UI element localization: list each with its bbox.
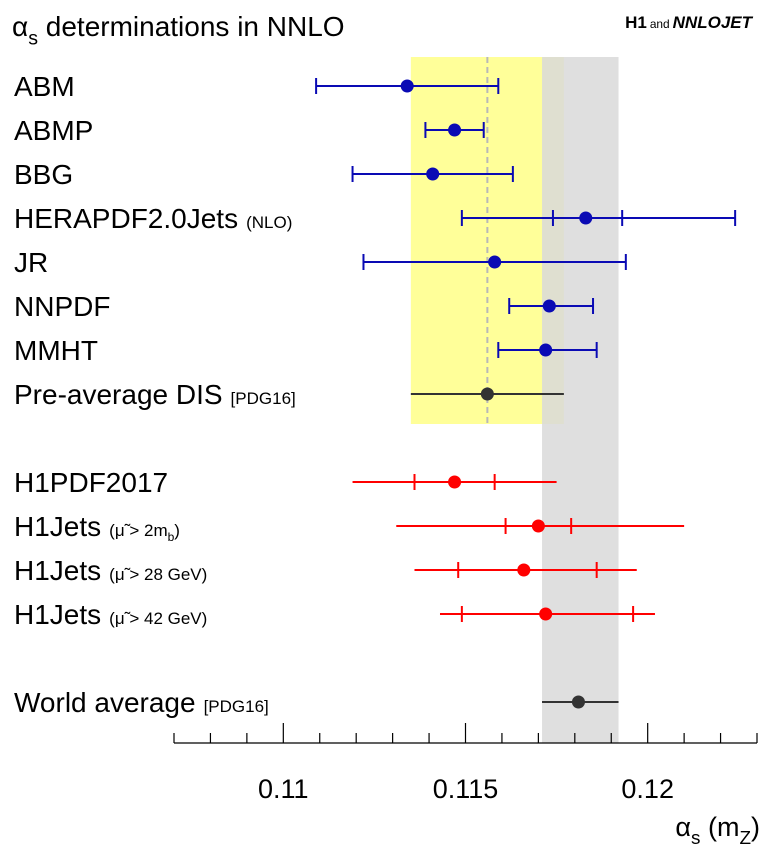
label-text: H1PDF2017: [14, 467, 168, 498]
row-label: MMHT: [14, 335, 98, 366]
point: [539, 343, 553, 357]
note-text: [PDG16]: [204, 697, 269, 716]
note-text: ): [174, 521, 180, 540]
point: [571, 695, 585, 709]
row-label: H1PDF2017: [14, 467, 168, 498]
note-text: (μ̃ > 2m: [109, 521, 167, 540]
point: [579, 211, 593, 225]
chart-title: αs determinations in NNLO: [12, 11, 345, 49]
label-text: World average: [14, 687, 196, 718]
label-text: H1Jets: [14, 555, 101, 586]
point: [517, 563, 531, 577]
row-label: H1Jets (μ̃ > 28 GeV): [14, 555, 207, 586]
label-text: BBG: [14, 159, 73, 190]
row-label: JR: [14, 247, 48, 278]
text-segment: (m: [700, 812, 739, 842]
label-note: (μ̃ > 42 GeV): [109, 609, 207, 628]
band: [542, 57, 619, 743]
subscript: b: [168, 530, 175, 544]
label-text: JR: [14, 247, 48, 278]
point: [542, 299, 556, 313]
point: [448, 475, 462, 489]
label-note: [PDG16]: [204, 697, 269, 716]
row-label: World average [PDG16]: [14, 687, 269, 718]
text-segment: NNLOJET: [673, 13, 754, 32]
label-note: [PDG16]: [231, 389, 296, 408]
row-label: H1Jets (μ̃ > 42 GeV): [14, 599, 207, 630]
label-text: MMHT: [14, 335, 98, 366]
label-note: (NLO): [246, 213, 292, 232]
label-text: H1Jets: [14, 599, 101, 630]
subscript: s: [691, 828, 700, 849]
text-segment: H1: [625, 13, 647, 32]
subscript: s: [28, 27, 38, 49]
x-tick-label: 0.115: [433, 774, 499, 804]
note-text: [PDG16]: [231, 389, 296, 408]
point: [400, 79, 414, 93]
x-tick-label: 0.11: [258, 774, 309, 804]
row-label: H1Jets (μ̃ > 2mb): [14, 511, 180, 544]
note-text: (μ̃ > 42 GeV): [109, 609, 207, 628]
row-label: Pre-average DIS [PDG16]: [14, 379, 296, 410]
point: [531, 519, 545, 533]
row-label: NNPDF: [14, 291, 110, 322]
x-tick-label: 0.12: [621, 774, 674, 804]
label-note: (μ̃ > 28 GeV): [109, 565, 207, 584]
text-segment: α: [675, 812, 691, 842]
row-label: ABMP: [14, 115, 93, 146]
note-text: (μ̃ > 28 GeV): [109, 565, 207, 584]
x-axis-label: αs (mZ): [675, 812, 760, 849]
label-text: Pre-average DIS: [14, 379, 223, 410]
point: [488, 255, 502, 269]
row-label: HERAPDF2.0Jets (NLO): [14, 203, 292, 234]
point: [480, 387, 494, 401]
note-text: (NLO): [246, 213, 292, 232]
text-segment: α: [12, 11, 28, 42]
credit: H1 and NNLOJET: [625, 13, 754, 32]
row-label: BBG: [14, 159, 73, 190]
label-text: HERAPDF2.0Jets: [14, 203, 238, 234]
point: [426, 167, 440, 181]
label-text: NNPDF: [14, 291, 110, 322]
text-segment: and: [650, 17, 670, 31]
label-text: ABMP: [14, 115, 93, 146]
point: [539, 607, 553, 621]
subscript: Z: [739, 828, 751, 849]
text-segment: determinations in NNLO: [38, 11, 345, 42]
row-label: ABM: [14, 71, 75, 102]
label-text: ABM: [14, 71, 75, 102]
text-segment: ): [751, 812, 760, 842]
label-text: H1Jets: [14, 511, 101, 542]
label-note: (μ̃ > 2mb): [109, 521, 180, 544]
point: [448, 123, 462, 137]
